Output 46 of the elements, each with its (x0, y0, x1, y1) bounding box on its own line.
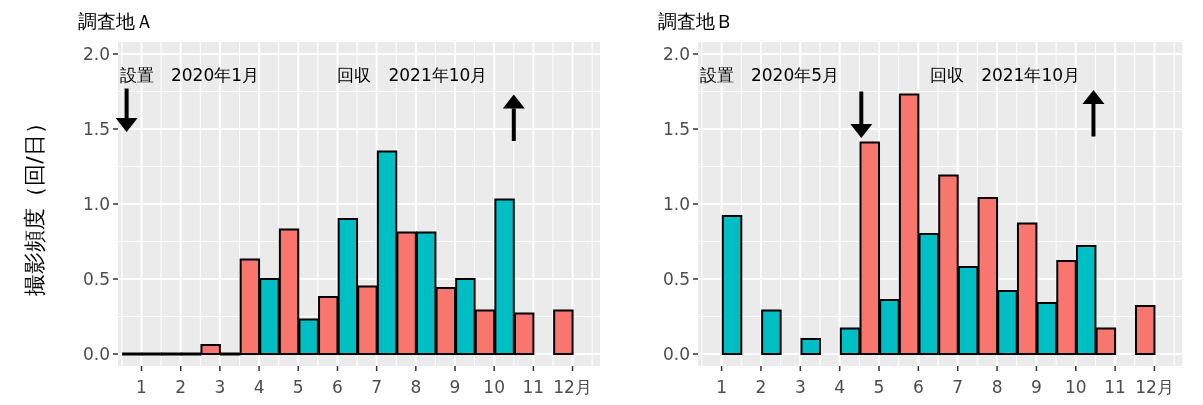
x-tick-label: 4 (253, 377, 265, 397)
x-tick-label: 9 (449, 377, 461, 397)
x-tick-label: 10 (1064, 377, 1087, 397)
y-tick-label: 1.0 (82, 194, 110, 214)
x-tick-label: 1 (716, 377, 728, 397)
y-axis-title: 撮影頻度（回/日） (22, 112, 47, 296)
x-tick-label: 12月 (553, 377, 592, 397)
y-tick-label: 0.0 (662, 344, 690, 364)
x-tick-label: 7 (952, 377, 964, 397)
annotation: 設置 2020年5月 (699, 65, 840, 85)
annotation: 回収 2021年10月 (930, 65, 1081, 85)
x-tick-label: 7 (371, 377, 383, 397)
x-tick-label: 2 (755, 377, 767, 397)
y-tick-label: 1.5 (82, 119, 110, 139)
y-tick-label: 0.5 (82, 269, 110, 289)
x-tick-label: 5 (873, 377, 885, 397)
x-tick-label: 4 (834, 377, 846, 397)
x-tick-label: 11 (1104, 377, 1126, 397)
x-tick-label: 5 (292, 377, 304, 397)
y-tick-label: 0.5 (662, 269, 690, 289)
annotation: 設置 2020年1月 (119, 65, 260, 85)
x-tick-label: 9 (1030, 377, 1042, 397)
x-tick-label: 8 (991, 377, 1003, 397)
y-tick-label: 1.0 (662, 194, 690, 214)
bar (553, 309, 574, 355)
y-tick-label: 0.0 (82, 344, 110, 364)
annotation: 回収 2021年10月 (337, 65, 488, 85)
bar (721, 215, 743, 355)
x-tick-label: 6 (912, 377, 924, 397)
chart-title: 調査地Ｂ (658, 10, 734, 32)
x-tick-label: 3 (214, 377, 226, 397)
chart-title: 調査地Ａ (78, 10, 154, 32)
bar (800, 338, 821, 355)
x-tick-label: 2 (175, 377, 187, 397)
x-tick-label: 10 (483, 377, 506, 397)
x-tick-label: 1 (136, 377, 147, 397)
bar (1134, 305, 1156, 355)
y-tick-label: 1.5 (662, 119, 690, 139)
bar (761, 309, 782, 355)
x-tick-label: 3 (794, 377, 806, 397)
x-tick-label: 8 (410, 377, 422, 397)
y-tick-label: 2.0 (662, 44, 690, 64)
x-tick-label: 12月 (1135, 377, 1174, 397)
x-tick-label: 11 (522, 377, 545, 397)
x-tick-label: 6 (332, 377, 343, 397)
y-tick-label: 2.0 (82, 44, 110, 64)
